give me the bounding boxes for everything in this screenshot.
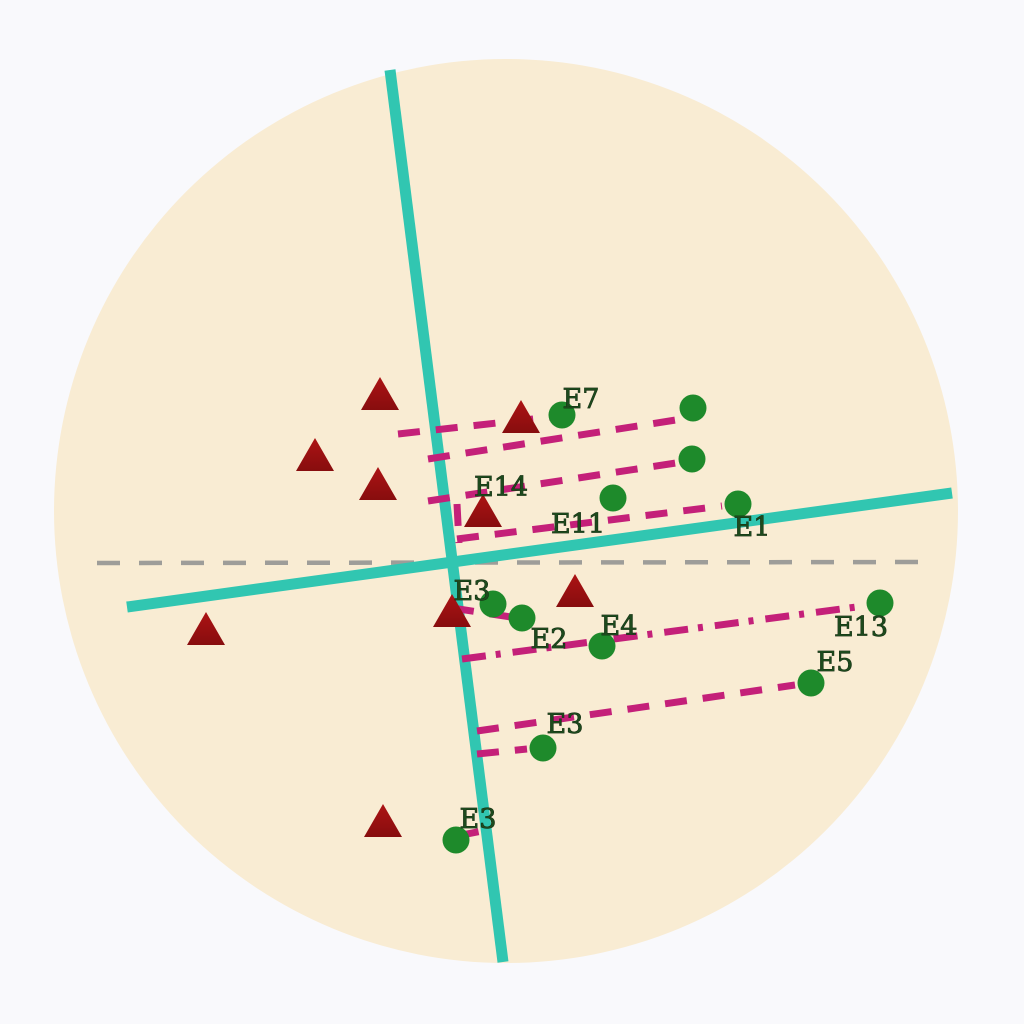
triangle-marker bbox=[187, 612, 225, 645]
circle-marker bbox=[678, 445, 706, 473]
circle-marker bbox=[508, 604, 536, 632]
point-label: E4 bbox=[601, 611, 638, 642]
connector-dashed-line bbox=[476, 681, 796, 735]
point-label: E3 bbox=[547, 709, 584, 740]
triangle-marker bbox=[296, 438, 334, 471]
point-label: E14 bbox=[474, 472, 528, 503]
circle-marker bbox=[529, 734, 557, 762]
zero-dashed-line bbox=[96, 559, 938, 566]
triangle-marker bbox=[364, 804, 402, 837]
connector-dashed-line bbox=[451, 604, 525, 623]
point-label: E2 bbox=[531, 624, 568, 655]
circle-marker bbox=[548, 401, 576, 429]
circle-marker bbox=[724, 490, 752, 518]
triangle-marker bbox=[502, 400, 540, 433]
circle-marker bbox=[442, 826, 470, 854]
connector-dashed-line bbox=[397, 412, 561, 438]
point-label: E5 bbox=[817, 647, 854, 678]
connector-dashed-line bbox=[453, 503, 463, 544]
axis-2-horizontal bbox=[126, 487, 953, 613]
connector-dashed-line bbox=[456, 502, 723, 543]
axis-1-vertical bbox=[384, 69, 509, 963]
circle-marker bbox=[797, 669, 825, 697]
point-label: E3 bbox=[460, 804, 497, 835]
point-label: E1 bbox=[734, 512, 771, 543]
triangle-marker bbox=[464, 494, 502, 527]
point-label: E3 bbox=[454, 576, 491, 607]
connector-dashed-line bbox=[427, 459, 677, 505]
circle-marker bbox=[588, 632, 616, 660]
connector-dashdot-line bbox=[461, 602, 865, 663]
connector-dashed-line bbox=[427, 415, 683, 463]
triangle-marker bbox=[433, 594, 471, 627]
triangle-marker bbox=[556, 574, 594, 607]
circle-marker bbox=[479, 590, 507, 618]
point-label: E11 bbox=[551, 509, 605, 540]
triangle-marker bbox=[359, 467, 397, 500]
circle-marker bbox=[599, 484, 627, 512]
circle-marker bbox=[679, 394, 707, 422]
point-label: E13 bbox=[834, 612, 888, 643]
circle-marker bbox=[866, 589, 894, 617]
point-label: E7 bbox=[563, 384, 600, 415]
triangle-marker bbox=[361, 377, 399, 410]
plot-area-disc bbox=[54, 59, 958, 963]
connector-dashed-line bbox=[476, 745, 528, 758]
